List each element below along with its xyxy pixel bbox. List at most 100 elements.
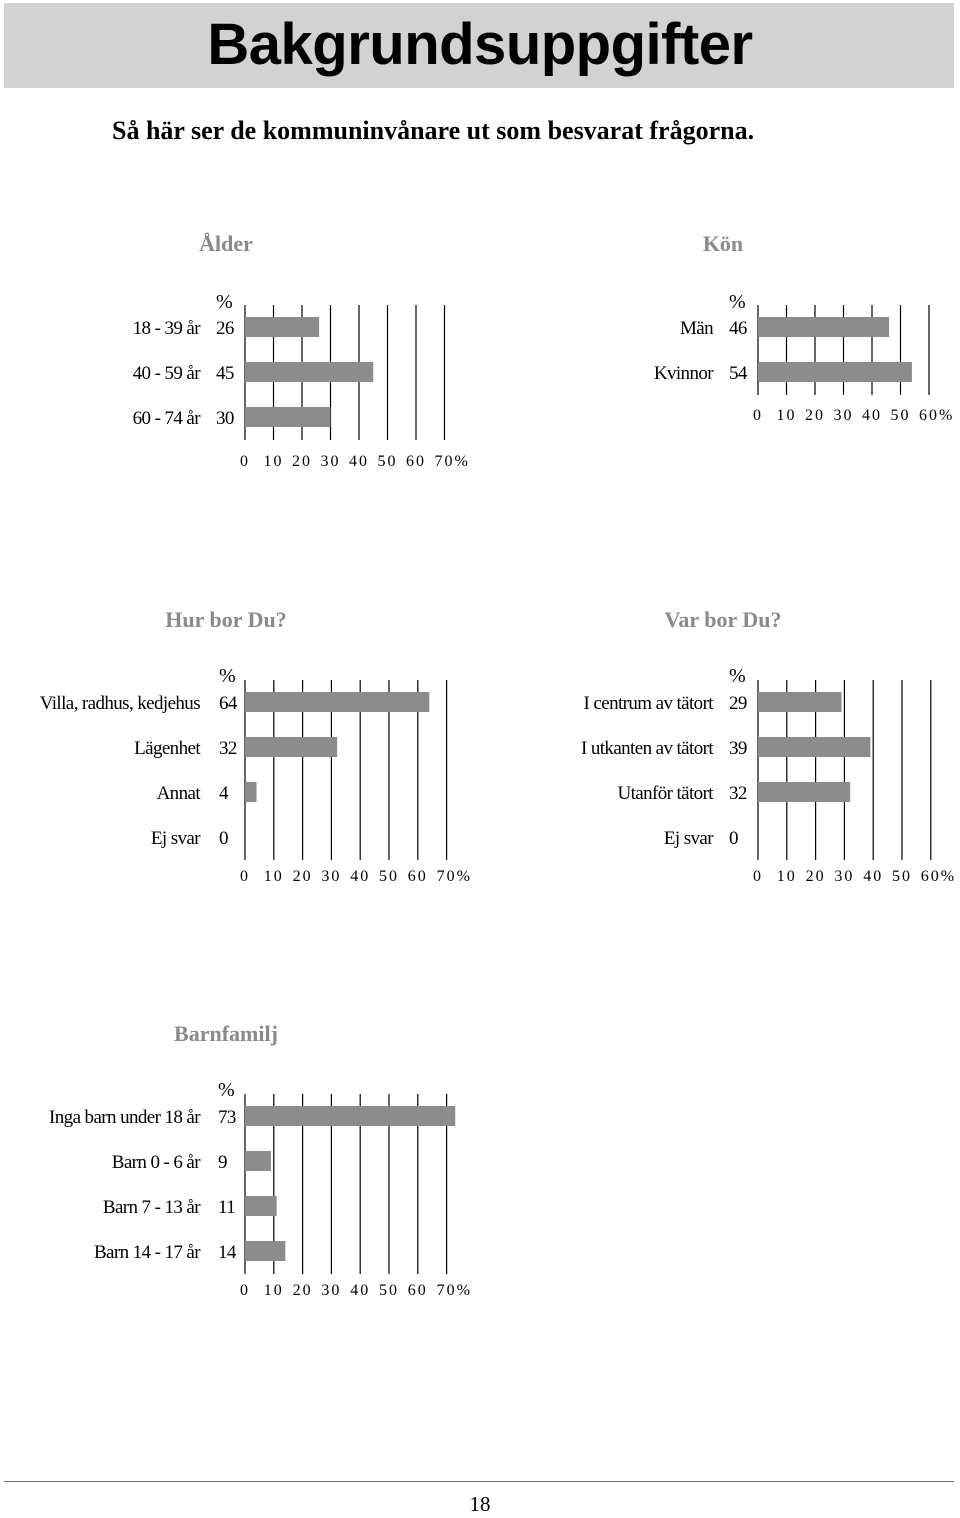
tick-label: 0 [240,868,250,885]
value-label: 54 [729,363,748,384]
tick-label: 30 [321,1282,341,1299]
tick-label: 40 [862,407,882,424]
bar [245,407,331,427]
tick-label: 60 [921,868,941,885]
bar [245,1151,271,1171]
tick-label: 50 [891,407,911,424]
category-label: Kvinnor [654,363,714,384]
category-label: Utanför tätort [617,783,714,804]
page-subtitle: Så här ser de kommuninvånare ut som besv… [112,116,755,145]
axis-unit-label: % [457,1282,470,1299]
tick-label: 20 [292,453,312,470]
category-label: I utkanten av tätort [581,738,714,759]
category-label: Villa, radhus, kedjehus [40,693,200,714]
value-column-header: % [219,665,236,687]
value-label: 73 [218,1107,236,1128]
chart-title-var-bor-du: Var bor Du? [665,607,782,632]
category-label: Annat [157,783,202,804]
tick-label: 0 [753,868,763,885]
tick-label: 10 [264,453,284,470]
tick-label: 40 [863,868,883,885]
tick-label: 50 [379,868,399,885]
value-label: 64 [219,693,238,714]
category-label: Barn 14 - 17 år [94,1242,201,1263]
tick-label: 0 [753,407,763,424]
tick-label: 70 [437,868,457,885]
tick-label: 0 [240,453,250,470]
tick-label: 10 [264,1282,284,1299]
category-label: Lägenhet [134,738,201,759]
tick-label: 10 [777,407,797,424]
tick-label: 0 [240,1282,250,1299]
value-label: 32 [219,738,237,759]
value-column-header: % [729,291,746,313]
bar [758,782,851,802]
chart-title-lder: Ålder [199,231,253,256]
value-label: 0 [219,828,228,849]
value-label: 46 [729,318,747,339]
tick-label: 70 [435,453,455,470]
chart-title-barnfamilj: Barnfamilj [174,1021,278,1046]
category-label: Ej svar [151,828,201,849]
value-label: 11 [218,1197,235,1218]
value-label: 29 [729,693,747,714]
category-label: Män [680,318,714,339]
value-label: 14 [218,1242,237,1263]
page-title: Bakgrundsuppgifter [207,12,753,77]
bar [758,317,890,337]
value-label: 4 [219,783,229,804]
bar [245,1196,277,1216]
tick-label: 40 [350,1282,370,1299]
category-label: 18 - 39 år [133,318,202,339]
value-column-header: % [729,665,746,687]
title-band [4,3,954,88]
tick-label: 30 [321,868,341,885]
bar [245,737,338,757]
tick-label: 60 [408,868,428,885]
bar [245,1241,286,1261]
tick-label: 60 [408,1282,428,1299]
tick-label: 20 [805,407,825,424]
category-label: Ej svar [664,828,714,849]
category-label: Barn 0 - 6 år [112,1152,201,1173]
tick-label: 30 [834,407,854,424]
bar [245,1106,456,1126]
tick-label: 50 [378,453,398,470]
bar [245,362,374,382]
value-label: 0 [729,828,738,849]
axis-unit-label: % [941,868,954,885]
tick-label: 10 [264,868,284,885]
value-column-header: % [218,1079,235,1101]
bar [758,692,842,712]
page-number: 18 [469,1492,491,1516]
tick-label: 50 [379,1282,399,1299]
axis-unit-label: % [455,453,468,470]
value-label: 30 [216,408,234,429]
tick-label: 20 [293,868,313,885]
value-label: 9 [218,1152,227,1173]
value-label: 39 [729,738,747,759]
value-label: 26 [216,318,234,339]
axis-unit-label: % [457,868,470,885]
tick-label: 60 [919,407,939,424]
value-label: 45 [216,363,234,384]
bar [758,737,871,757]
tick-label: 50 [892,868,912,885]
tick-label: 70 [437,1282,457,1299]
tick-label: 30 [321,453,341,470]
category-label: 40 - 59 år [133,363,202,384]
chart-title-hur-bor-du: Hur bor Du? [165,607,286,632]
axis-unit-label: % [939,407,952,424]
tick-label: 20 [806,868,826,885]
bar [245,692,430,712]
bar [245,782,257,802]
value-label: 32 [729,783,747,804]
tick-label: 30 [834,868,854,885]
bar [758,362,912,382]
category-label: Inga barn under 18 år [49,1107,201,1128]
category-label: Barn 7 - 13 år [103,1197,201,1218]
category-label: 60 - 74 år [133,408,202,429]
bar [245,317,320,337]
chart-title-k-n: Kön [703,231,743,256]
